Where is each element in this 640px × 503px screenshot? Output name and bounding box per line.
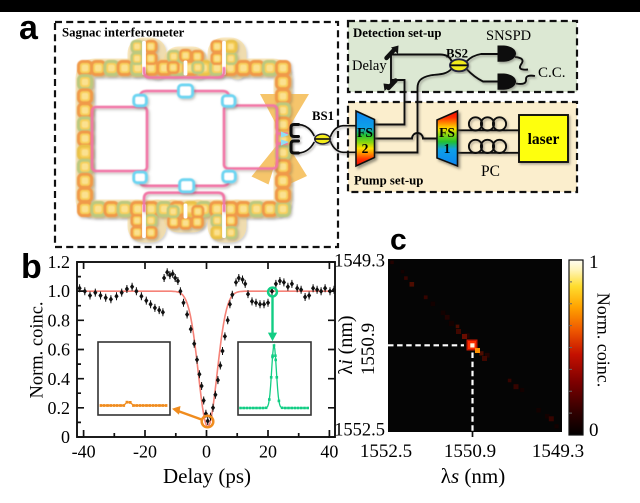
svg-text:-40: -40 (72, 442, 96, 462)
svg-text:BS2: BS2 (446, 47, 468, 61)
svg-text:Delay: Delay (352, 58, 387, 74)
svg-text:FS: FS (439, 125, 455, 140)
svg-text:0.6: 0.6 (48, 340, 71, 360)
svg-text:PC: PC (481, 163, 500, 180)
svg-text:1549.3: 1549.3 (532, 441, 584, 462)
svg-text:0: 0 (61, 427, 70, 447)
svg-text:1.0: 1.0 (48, 281, 71, 301)
svg-text:λi (nm): λi (nm) (335, 315, 357, 374)
svg-text:λs (nm): λs (nm) (441, 464, 505, 488)
svg-text:Delay (ps): Delay (ps) (163, 464, 251, 488)
svg-text:0: 0 (589, 420, 599, 441)
svg-text:1549.3: 1549.3 (334, 252, 385, 272)
svg-text:0.4: 0.4 (48, 369, 71, 389)
svg-text:1: 1 (444, 141, 451, 156)
svg-text:0.2: 0.2 (48, 398, 71, 418)
svg-text:-20: -20 (133, 442, 157, 462)
svg-text:0.8: 0.8 (48, 310, 71, 330)
svg-text:1550.9: 1550.9 (444, 441, 496, 462)
svg-text:Norm. coinc.: Norm. coinc. (594, 293, 614, 387)
svg-text:Norm. coinc.: Norm. coinc. (28, 301, 48, 398)
svg-text:Pump set-up: Pump set-up (354, 174, 423, 188)
svg-text:0: 0 (202, 442, 211, 462)
svg-text:2: 2 (362, 141, 369, 156)
svg-text:1.2: 1.2 (48, 252, 71, 272)
svg-text:b: b (21, 248, 42, 286)
svg-text:laser: laser (528, 131, 560, 148)
svg-text:1552.5: 1552.5 (334, 421, 385, 441)
svg-text:a: a (19, 9, 39, 47)
svg-text:1552.5: 1552.5 (360, 441, 412, 462)
svg-text:SNSPD: SNSPD (486, 28, 531, 44)
svg-text:BS1: BS1 (312, 109, 334, 123)
svg-text:1: 1 (589, 252, 599, 273)
svg-text:c: c (390, 224, 407, 257)
svg-text:Sagnac interferometer: Sagnac interferometer (62, 26, 185, 40)
svg-text:40: 40 (320, 442, 338, 462)
svg-text:20: 20 (259, 442, 277, 462)
svg-text:1550.9: 1550.9 (358, 323, 379, 375)
svg-text:Detection set-up: Detection set-up (353, 26, 442, 40)
svg-text:FS: FS (357, 125, 373, 140)
svg-text:C.C.: C.C. (538, 65, 566, 81)
